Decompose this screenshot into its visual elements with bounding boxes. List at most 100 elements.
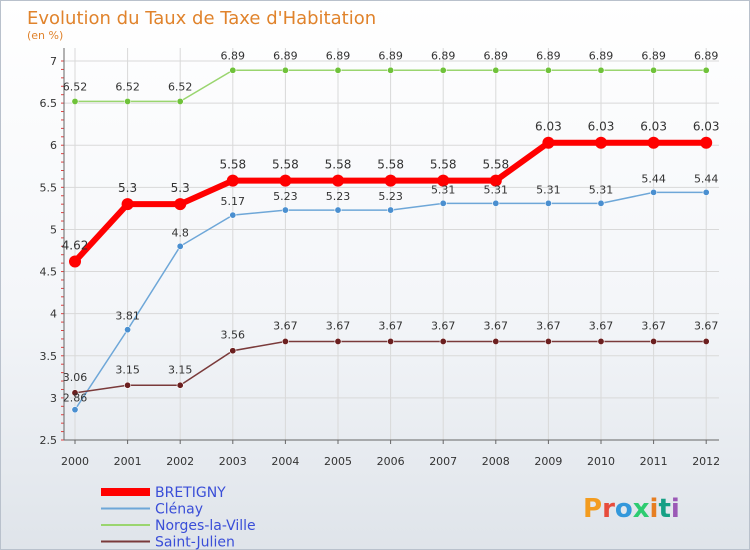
x-tick-label: 2009 — [534, 455, 562, 468]
x-tick-label: 2002 — [166, 455, 194, 468]
legend-label: Clénay — [155, 502, 203, 518]
data-point — [124, 326, 132, 334]
data-label: 5.17 — [221, 195, 246, 208]
data-point — [124, 381, 132, 389]
data-point — [124, 97, 132, 105]
data-label: 6.89 — [641, 49, 666, 62]
y-tick-label: 3 — [50, 392, 57, 405]
y-tick-label: 4 — [50, 308, 57, 321]
data-point — [226, 174, 239, 187]
x-tick-label: 2008 — [482, 455, 510, 468]
y-tick-label: 6.5 — [40, 97, 58, 110]
data-label: 5.23 — [326, 190, 351, 203]
x-tick-label: 2001 — [114, 455, 142, 468]
data-label: 6.89 — [273, 49, 298, 62]
x-tick-label: 2006 — [377, 455, 405, 468]
data-label: 6.89 — [378, 49, 403, 62]
data-point — [387, 66, 395, 74]
data-label: 6.03 — [693, 120, 720, 134]
data-label: 6.89 — [326, 49, 351, 62]
x-tick-label: 2010 — [587, 455, 615, 468]
logo-text: Proxiti — [583, 494, 680, 524]
data-label: 3.67 — [536, 319, 561, 332]
data-label: 4.8 — [171, 226, 189, 239]
data-label: 5.58 — [430, 158, 457, 172]
data-label: 3.67 — [378, 319, 403, 332]
data-point — [387, 206, 395, 214]
data-label: 6.52 — [168, 80, 193, 93]
data-label: 5.58 — [482, 158, 509, 172]
data-point — [176, 242, 184, 250]
data-point — [542, 136, 555, 149]
logo-letter: P — [583, 494, 602, 524]
logo-letter: r — [602, 494, 615, 524]
data-point — [597, 66, 605, 74]
logo-letter: i — [671, 494, 680, 524]
data-label: 5.3 — [118, 181, 137, 195]
data-point — [387, 337, 395, 345]
data-label: 5.3 — [171, 181, 190, 195]
chart-title: Evolution du Taux de Taxe d'Habitation — [27, 8, 376, 29]
data-point — [702, 337, 710, 345]
data-point — [544, 66, 552, 74]
data-point — [439, 199, 447, 207]
data-point — [437, 174, 450, 187]
data-point — [492, 66, 500, 74]
data-point — [647, 136, 660, 149]
series-group — [69, 66, 713, 414]
data-point — [597, 337, 605, 345]
data-point — [281, 337, 289, 345]
data-label: 6.89 — [484, 49, 509, 62]
data-point — [279, 174, 292, 187]
data-label: 3.67 — [694, 319, 719, 332]
chart-subtitle: (en %) — [27, 29, 63, 42]
data-point — [71, 406, 79, 414]
data-label: 3.56 — [221, 329, 246, 342]
data-point — [597, 199, 605, 207]
data-point — [229, 66, 237, 74]
data-label: 6.03 — [640, 120, 667, 134]
data-point — [595, 136, 607, 149]
data-point — [176, 381, 184, 389]
y-tick-label: 6 — [50, 139, 57, 152]
data-point — [544, 199, 552, 207]
data-point — [650, 337, 658, 345]
data-point — [334, 337, 342, 345]
proxiti-logo: Proxiti — [583, 494, 680, 524]
data-label: 5.31 — [431, 183, 456, 196]
data-point — [229, 347, 237, 355]
data-label: 6.52 — [63, 80, 88, 93]
logo-letter: o — [615, 494, 633, 524]
data-label: 5.31 — [536, 183, 561, 196]
legend: BRETIGNYClénayNorges-la-VilleSaint-Julie… — [101, 485, 256, 550]
data-point — [332, 174, 344, 187]
data-label: 3.67 — [484, 319, 509, 332]
legend-label: Saint-Julien — [155, 535, 235, 550]
x-tick-label: 2012 — [692, 455, 720, 468]
x-tick-label: 2005 — [324, 455, 352, 468]
data-point — [700, 136, 713, 149]
grid — [64, 48, 719, 441]
data-label: 3.67 — [589, 319, 614, 332]
data-label: 5.23 — [273, 190, 298, 203]
data-point — [71, 97, 79, 105]
data-label: 3.15 — [168, 363, 193, 376]
data-point — [281, 66, 289, 74]
data-label: 6.03 — [535, 120, 562, 134]
data-label: 6.52 — [115, 80, 140, 93]
data-label: 3.81 — [115, 310, 140, 323]
data-point — [702, 66, 710, 74]
data-label: 5.58 — [325, 158, 352, 172]
logo-letter: i — [650, 494, 659, 524]
data-label: 3.67 — [273, 319, 298, 332]
x-tick-label: 2007 — [429, 455, 457, 468]
legend-label: BRETIGNY — [155, 485, 226, 501]
y-tick-label: 5 — [50, 223, 57, 236]
y-tick-label: 4.5 — [40, 266, 58, 279]
data-label: 5.44 — [694, 172, 719, 185]
data-point — [334, 66, 342, 74]
data-label: 5.31 — [484, 183, 509, 196]
axes: 2.5 3 3.5 4 4.5 5 5.5 6 6.5 7 2000 2001 2002 2003 2004… — [40, 48, 720, 468]
